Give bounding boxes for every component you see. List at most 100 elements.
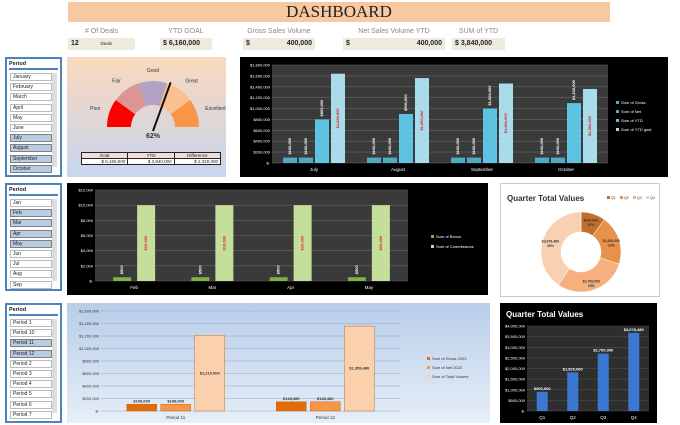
legend-swatch	[616, 128, 619, 131]
y-tick-label: $1,600,000	[250, 73, 271, 78]
slicer-item[interactable]: Mar	[10, 219, 52, 228]
slicer-item[interactable]: Period 2	[10, 359, 52, 368]
slice-percent-label: 10%	[587, 223, 595, 227]
slicer-item[interactable]: Jul	[10, 260, 52, 269]
bar	[310, 401, 341, 412]
gauge-band-good	[138, 81, 168, 107]
bar	[499, 83, 513, 163]
y-tick-label: $12,000	[79, 188, 94, 193]
slicer-item[interactable]: June	[10, 123, 52, 132]
y-tick-label: $1,000,000	[79, 346, 100, 351]
y-tick-label: $2,500,000	[505, 355, 526, 360]
y-tick-label: $4,000,000	[505, 324, 526, 329]
slicer-item[interactable]: Period 3	[10, 369, 52, 378]
legend-label: Q2	[624, 196, 629, 200]
y-tick-label: $1,200,000	[79, 334, 100, 339]
slicer-header: Period	[9, 187, 58, 196]
gauge-table: Goal YTD Difference $ 6,160,000 $ 3,840,000…	[80, 152, 222, 165]
y-tick-label: $1,200,000	[250, 95, 271, 100]
slicer-item[interactable]: Period 1	[10, 319, 52, 327]
bar	[215, 205, 234, 281]
y-tick-label: $10,000	[79, 203, 94, 208]
slicer-scrollbar[interactable]	[52, 319, 57, 413]
bar	[483, 108, 497, 163]
slicer-item[interactable]: July	[10, 134, 52, 143]
period-volume-bar-chart: $- $200,000 $400,000 $600,000 $800,000 $1,000…	[67, 303, 490, 423]
bar	[383, 157, 397, 163]
gauge-chart: Poor Fair Good Great Excellent 62%	[90, 68, 226, 140]
slicer-item[interactable]: Feb	[10, 209, 52, 218]
slicer-item[interactable]: Jun	[10, 249, 52, 258]
slice-percent-label: 19%	[608, 243, 616, 247]
y-tick-label: $-	[95, 409, 99, 414]
bar	[628, 332, 640, 411]
slicer-item[interactable]: Period 12	[10, 349, 52, 358]
kpi-value-box: $400,000	[343, 38, 445, 50]
x-tick-label: October	[558, 167, 575, 172]
kpi-value-box: $400,000	[243, 38, 315, 50]
y-tick-label: $-	[521, 409, 525, 414]
y-tick-label: $-	[89, 279, 93, 284]
slicer-item[interactable]: Period 6	[10, 400, 52, 409]
bar	[126, 404, 157, 412]
data-label: $1,358,480	[349, 366, 370, 371]
bar	[293, 205, 312, 281]
slice-value-label: $900,000	[583, 219, 598, 223]
slicer-scrollbar[interactable]	[52, 73, 57, 167]
slicer-scrollbar[interactable]	[52, 199, 57, 281]
data-label: $100,000	[471, 137, 476, 154]
legend-label: Q1	[611, 196, 616, 200]
period-slicer-periods[interactable]: Period Period 1 Period 10 Period 11 Period 1…	[5, 303, 62, 423]
data-label: $10,000	[300, 235, 305, 250]
slicer-item[interactable]: April	[10, 103, 52, 112]
period-slicer-short-months[interactable]: Period Jan Feb Mar Apr May Jun Jul Aug Sep	[5, 183, 62, 291]
slicer-item[interactable]: Period 7	[10, 410, 52, 419]
kpi-value: 400,000	[286, 40, 312, 47]
bar	[567, 372, 579, 411]
dashboard-title: DASHBOARD	[68, 2, 610, 22]
bar	[399, 114, 413, 163]
data-label: $1,210,000	[200, 370, 221, 375]
legend-swatch	[427, 366, 430, 369]
y-tick-label: $2,000,000	[505, 366, 526, 371]
data-label: $100,000	[303, 137, 308, 154]
slicer-item[interactable]: February	[10, 83, 52, 92]
slicer-item[interactable]: Period 4	[10, 380, 52, 389]
slicer-item[interactable]: January	[10, 73, 52, 81]
slice-percent-label: 29%	[588, 284, 596, 288]
bar	[415, 78, 429, 163]
data-label: $500	[119, 265, 124, 275]
y-tick-label: $1,800,000	[250, 63, 271, 68]
bar	[583, 88, 597, 163]
slicer-item[interactable]: March	[10, 93, 52, 102]
y-tick-label: $200,000	[253, 150, 270, 155]
slicer-item[interactable]: Period 10	[10, 329, 52, 338]
period-slicer-months[interactable]: Period January February March April May June Ju…	[5, 57, 62, 177]
x-tick-label: Mar	[209, 285, 217, 290]
slicer-header: Period	[9, 61, 58, 70]
slicer-item[interactable]: May	[10, 113, 52, 122]
legend-swatch	[607, 196, 610, 199]
bar	[344, 325, 375, 412]
slicer-item[interactable]: Apr	[10, 229, 52, 238]
slicer-item[interactable]: August	[10, 144, 52, 153]
slicer-item[interactable]: Period 11	[10, 339, 52, 348]
bar	[191, 277, 210, 281]
ytd-value: $ 3,840,000	[127, 158, 175, 165]
slicer-item[interactable]: September	[10, 154, 52, 163]
slicer-item[interactable]: May	[10, 239, 52, 248]
slicer-item[interactable]: Sep	[10, 280, 52, 289]
legend-label: Sum of YTD	[621, 118, 643, 123]
x-tick-label: Q2	[570, 415, 577, 420]
legend-label: Sum of YTD goal	[621, 127, 651, 132]
slicer-item[interactable]: Period 5	[10, 390, 52, 399]
data-label: $900,000	[534, 386, 551, 391]
slice-value-label: $3,678,480	[542, 240, 560, 244]
slicer-item[interactable]: Aug	[10, 270, 52, 279]
gauge-value-label: 62%	[146, 133, 161, 140]
slicer-item[interactable]: October	[10, 164, 52, 173]
slicer-item[interactable]: Jan	[10, 199, 52, 207]
legend-swatch	[633, 196, 636, 199]
bar	[331, 73, 345, 163]
